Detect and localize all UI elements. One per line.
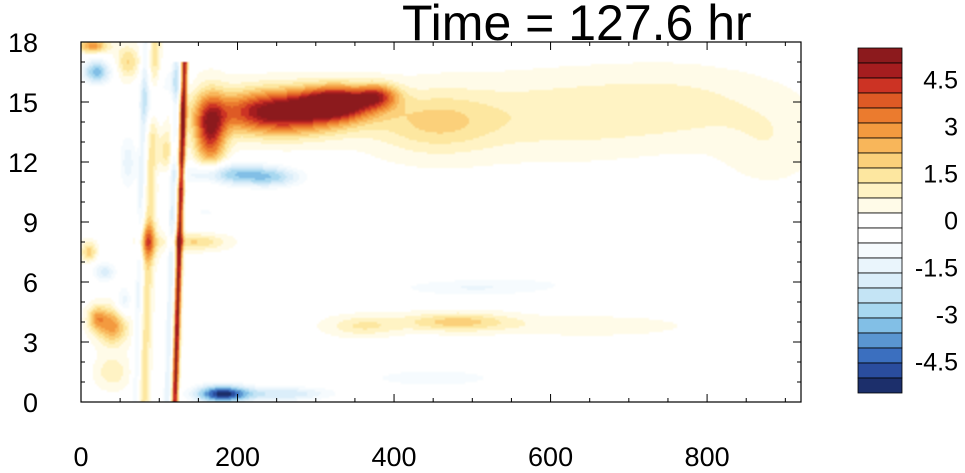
colorbar-box <box>857 152 903 169</box>
colorbar-box <box>857 287 903 304</box>
y-axis-ticks <box>81 41 801 403</box>
colorbar-label: 1.5 <box>923 160 958 188</box>
y-tick-label: 0 <box>23 388 38 418</box>
x-tick-label: 800 <box>685 442 730 472</box>
y-tick-label: 15 <box>8 88 38 118</box>
colorbar-box <box>857 347 903 364</box>
colorbar-box <box>857 47 903 64</box>
colorbar-box <box>857 257 903 274</box>
heatmap-plot-area: 0 200 400 600 800 0 3 6 9 12 15 18 <box>8 28 802 472</box>
y-tick-label: 9 <box>23 208 38 238</box>
colorbar-label: -1.5 <box>915 255 958 283</box>
colorbar-box <box>857 107 903 124</box>
colorbar-box <box>857 197 903 214</box>
colorbar-box <box>857 272 903 289</box>
colorbar-box <box>857 77 903 94</box>
colorbar-box <box>857 242 903 259</box>
colorbar-box <box>857 332 903 349</box>
colorbar-label: 4.5 <box>923 66 958 94</box>
colorbar-box <box>857 317 903 334</box>
x-axis-tick-labels: 0 200 400 600 800 <box>73 442 729 472</box>
colorbar-box <box>857 227 903 244</box>
colorbar-box <box>857 167 903 184</box>
colorbar-box <box>857 182 903 199</box>
colorbar-box <box>857 92 903 109</box>
colorbar-boxes <box>857 47 903 394</box>
colorbar-label: -3 <box>936 302 958 330</box>
colorbar-box <box>857 212 903 229</box>
colorbar: 4.5 3 1.5 0 -1.5 -3 -4.5 <box>857 47 958 394</box>
colorbar-box <box>857 137 903 154</box>
colorbar-box <box>857 122 903 139</box>
colorbar-label: 0 <box>944 208 958 236</box>
colorbar-labels: 4.5 3 1.5 0 -1.5 -3 -4.5 <box>915 66 958 376</box>
y-tick-label: 12 <box>8 148 38 178</box>
colorbar-box <box>857 377 903 394</box>
y-tick-label: 3 <box>23 328 38 358</box>
x-axis-ticks <box>80 42 786 402</box>
heatmap-field <box>81 42 801 402</box>
colorbar-label: 3 <box>944 113 958 141</box>
chart-title: Time = 127.6 hr <box>402 0 752 51</box>
y-axis-tick-labels: 0 3 6 9 12 15 18 <box>8 28 38 418</box>
colorbar-label: -4.5 <box>915 349 958 377</box>
y-tick-label: 6 <box>23 268 38 298</box>
y-tick-label: 18 <box>8 28 38 58</box>
x-tick-label: 600 <box>528 442 573 472</box>
colorbar-box <box>857 62 903 79</box>
colorbar-box <box>857 362 903 379</box>
x-tick-label: 200 <box>215 442 260 472</box>
x-tick-label: 0 <box>73 442 88 472</box>
x-tick-label: 400 <box>372 442 417 472</box>
colorbar-box <box>857 302 903 319</box>
